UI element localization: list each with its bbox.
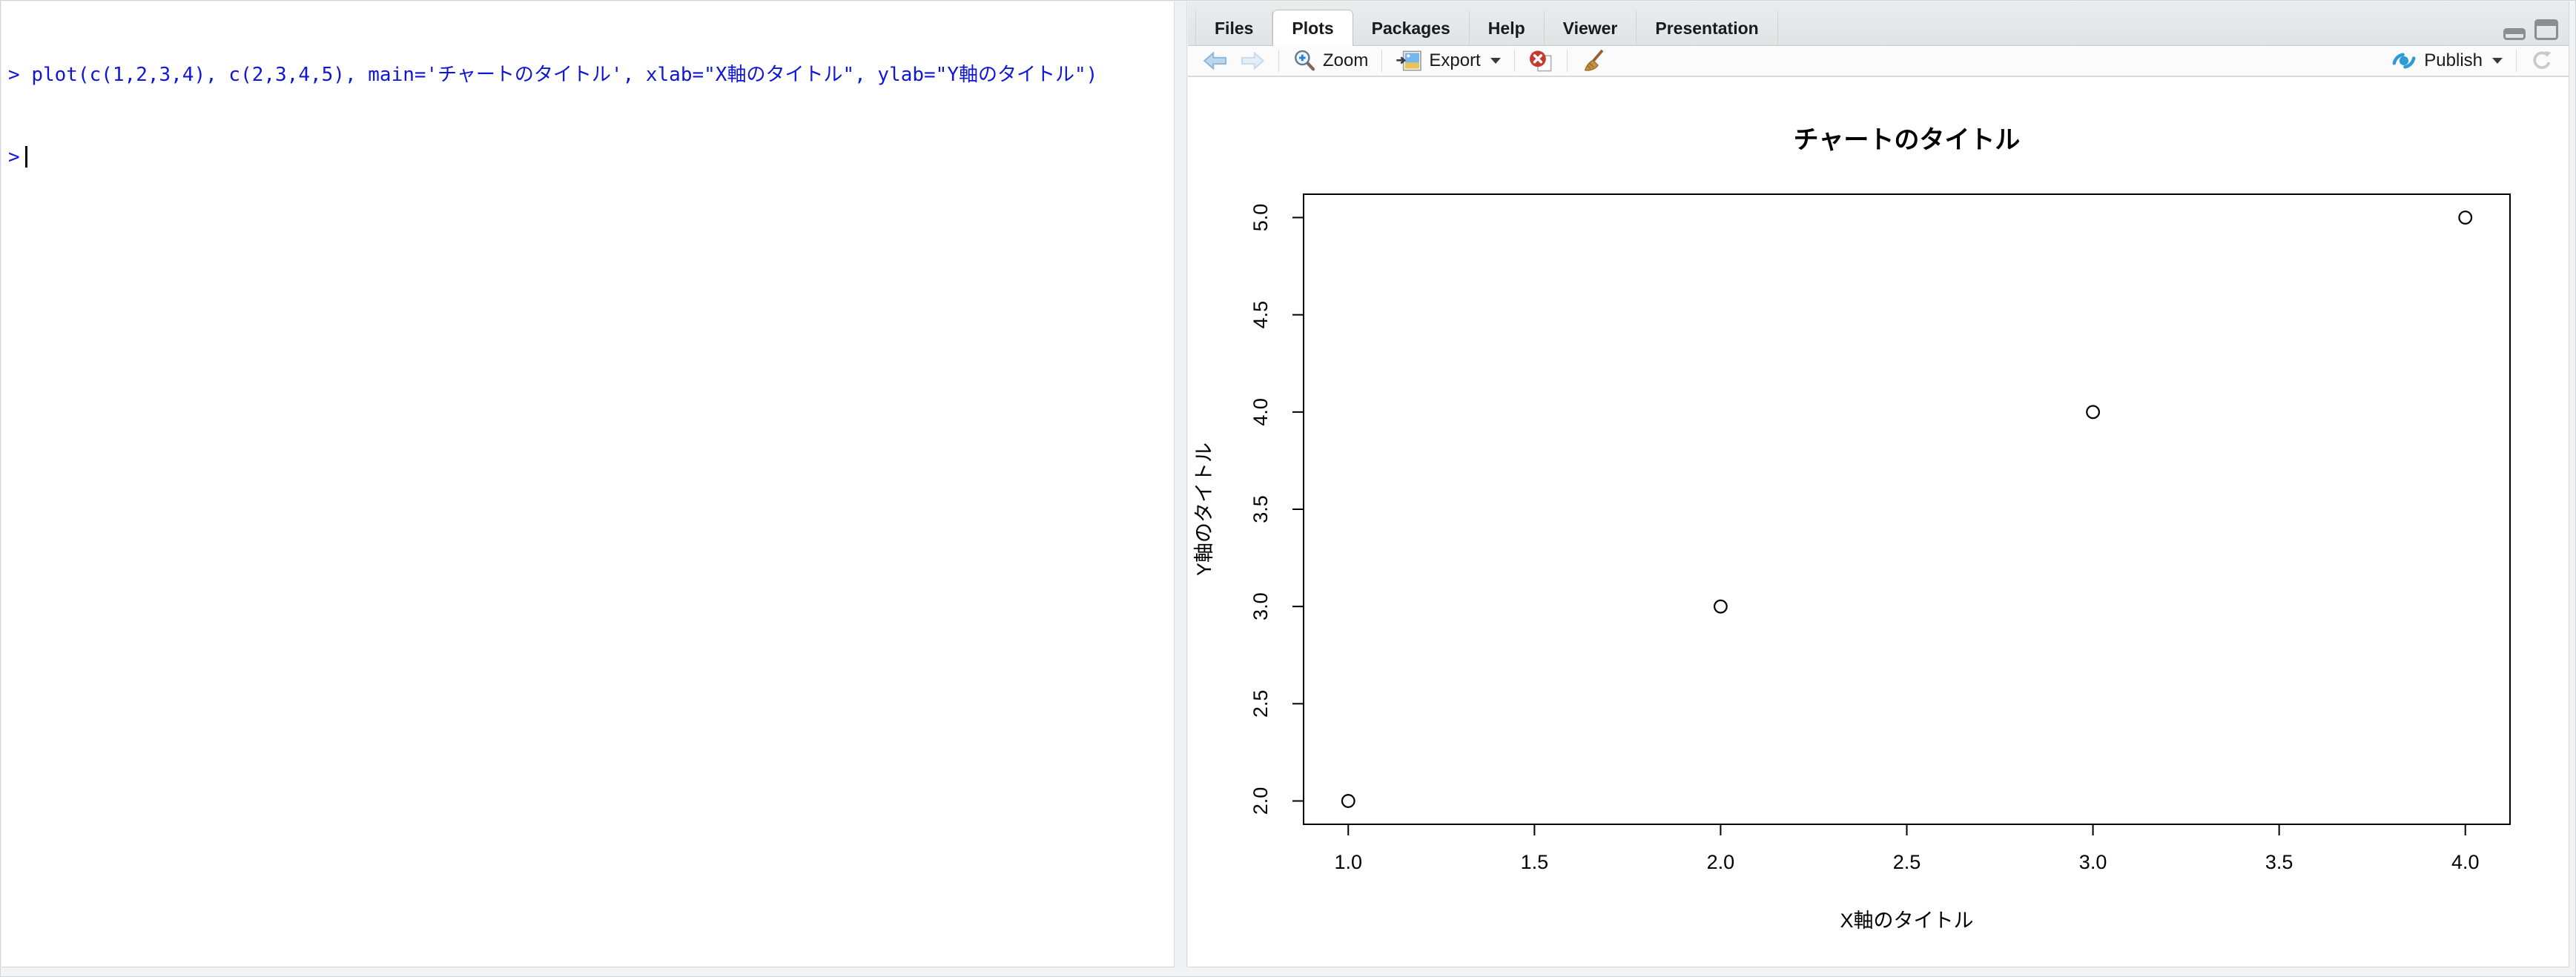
minimize-pane-button[interactable] [2503, 28, 2526, 44]
y-tick-label: 2.0 [1249, 787, 1272, 815]
r-console-pane[interactable]: > plot(c(1,2,3,4), c(2,3,4,5), main='チャー… [1, 1, 1175, 967]
console-command: plot(c(1,2,3,4), c(2,3,4,5), main='チャートの… [31, 64, 1098, 86]
refresh-button[interactable] [2524, 47, 2560, 74]
y-tick-label: 4.5 [1249, 301, 1272, 329]
data-point [2458, 211, 2473, 225]
x-axis-label: X軸のタイトル [1840, 910, 1973, 932]
tab-presentation[interactable]: Presentation [1637, 10, 1778, 45]
tab-help[interactable]: Help [1470, 10, 1545, 45]
y-tick-label: 4.0 [1249, 398, 1272, 426]
collapse-window-icon [2503, 28, 2526, 40]
back-icon [1203, 51, 1226, 70]
console-prompt: > [8, 64, 20, 86]
y-tick-label: 3.0 [1249, 592, 1272, 620]
back-button[interactable] [1197, 49, 1234, 73]
maximize-pane-button[interactable] [2534, 19, 2558, 44]
y-tick-label: 3.5 [1249, 495, 1272, 523]
zoom-button[interactable]: Zoom [1287, 47, 1374, 74]
chevron-down-icon [1490, 58, 1501, 64]
x-tick-label: 1.0 [1334, 851, 1362, 873]
remove-plot-button[interactable] [1522, 48, 1559, 73]
console-prompt: > [8, 146, 20, 168]
x-tick-label: 1.5 [1521, 851, 1549, 873]
forward-icon [1241, 51, 1265, 70]
clear-plots-button[interactable] [1575, 47, 1612, 74]
x-tick-label: 4.0 [2451, 851, 2480, 873]
plot-box [1303, 193, 2511, 825]
data-point [1341, 794, 1355, 808]
scatter-plot: チャートのタイトル 1.0 1.5 2.0 2.5 3.0 3.5 4.0 2.0 2.5 3.0 3… [1193, 126, 2511, 932]
console-active-line[interactable]: > [8, 144, 1174, 171]
tab-files[interactable]: Files [1195, 10, 1273, 45]
x-tick-label: 3.5 [2265, 851, 2293, 873]
x-tick-label: 2.0 [1707, 851, 1735, 873]
tab-plots[interactable]: Plots [1272, 10, 1353, 46]
console-input-line: > plot(c(1,2,3,4), c(2,3,4,5), main='チャー… [8, 62, 1174, 89]
zoom-icon [1295, 50, 1315, 71]
export-label: Export [1429, 50, 1481, 70]
pane-splitter[interactable] [1175, 1, 1187, 967]
x-tick-label: 2.5 [1893, 851, 1921, 873]
remove-plot-icon [1529, 50, 1552, 72]
export-icon [1396, 50, 1422, 71]
tab-bar: Files Plots Packages Help Viewer Present… [1188, 1, 2569, 46]
plot-title: チャートのタイトル [1794, 126, 2021, 154]
data-point [1714, 599, 1728, 614]
zoom-label: Zoom [1323, 50, 1369, 70]
publish-icon [2392, 53, 2416, 69]
export-button[interactable]: Export [1390, 48, 1506, 73]
plots-toolbar: Zoom Export [1188, 46, 2569, 77]
y-tick-label: 2.5 [1249, 690, 1272, 718]
chevron-down-icon [2492, 58, 2503, 64]
y-axis-label: Y軸のタイトル [1193, 443, 1215, 576]
publish-label: Publish [2424, 50, 2483, 70]
data-point [2086, 405, 2100, 420]
tab-viewer[interactable]: Viewer [1545, 10, 1637, 45]
x-tick-label: 3.0 [2079, 851, 2107, 873]
broom-icon [1584, 49, 1604, 71]
publish-button[interactable]: Publish [2385, 49, 2509, 73]
plot-canvas: チャートのタイトル 1.0 1.5 2.0 2.5 3.0 3.5 4.0 2.0 2.5 3.0 3… [1188, 77, 2569, 966]
y-tick-label: 5.0 [1249, 204, 1272, 232]
tab-packages[interactable]: Packages [1353, 10, 1470, 45]
text-cursor [24, 146, 27, 168]
forward-button[interactable] [1234, 49, 1271, 73]
refresh-icon [2533, 50, 2552, 69]
plots-pane: Files Plots Packages Help Viewer Present… [1188, 1, 2569, 967]
expand-window-icon [2534, 19, 2558, 40]
